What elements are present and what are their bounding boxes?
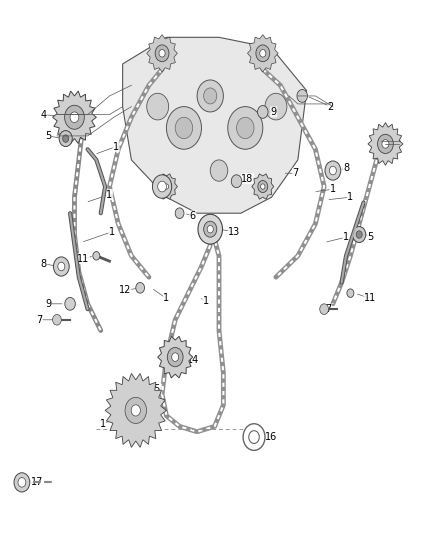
Polygon shape [247, 35, 278, 72]
Text: 15: 15 [149, 384, 162, 394]
Circle shape [172, 353, 179, 361]
Circle shape [155, 45, 169, 62]
Text: 7: 7 [325, 304, 332, 314]
Circle shape [125, 398, 146, 423]
Circle shape [297, 90, 307, 102]
Text: 11: 11 [364, 294, 376, 303]
Circle shape [258, 181, 268, 192]
Circle shape [164, 184, 169, 189]
Text: 11: 11 [77, 254, 89, 263]
Polygon shape [105, 374, 166, 447]
Circle shape [378, 134, 393, 154]
Circle shape [53, 314, 61, 325]
Text: 5: 5 [367, 232, 373, 242]
Text: 2: 2 [328, 102, 334, 111]
Text: 5: 5 [45, 131, 51, 141]
Polygon shape [158, 336, 193, 378]
Text: 4: 4 [41, 110, 47, 119]
Circle shape [167, 348, 183, 367]
Text: 18: 18 [241, 174, 254, 183]
Text: 1: 1 [113, 142, 119, 151]
Text: 13: 13 [228, 227, 240, 237]
Circle shape [261, 184, 265, 189]
Text: 16: 16 [265, 432, 278, 442]
Circle shape [175, 208, 184, 219]
Circle shape [197, 80, 223, 112]
Circle shape [353, 227, 366, 243]
Circle shape [260, 50, 266, 57]
Circle shape [356, 231, 362, 238]
Circle shape [228, 107, 263, 149]
Text: 10: 10 [390, 139, 403, 149]
Circle shape [204, 88, 217, 104]
Circle shape [53, 257, 69, 276]
Text: 1: 1 [100, 419, 106, 429]
Text: 1: 1 [106, 190, 113, 199]
Circle shape [265, 93, 287, 120]
Circle shape [243, 424, 265, 450]
Circle shape [258, 106, 268, 118]
Circle shape [59, 131, 72, 147]
Polygon shape [252, 174, 274, 199]
Text: 1: 1 [347, 192, 353, 202]
Circle shape [58, 262, 65, 271]
Text: 17: 17 [31, 478, 43, 487]
Text: 7: 7 [36, 315, 42, 325]
Circle shape [329, 166, 336, 175]
Text: 1: 1 [203, 296, 209, 306]
Polygon shape [155, 174, 177, 199]
Text: 9: 9 [45, 299, 51, 309]
Text: 8: 8 [41, 259, 47, 269]
Circle shape [70, 112, 79, 123]
Text: 1: 1 [163, 294, 170, 303]
Text: 12: 12 [119, 286, 131, 295]
Circle shape [63, 135, 69, 142]
Text: 7: 7 [293, 168, 299, 178]
Circle shape [93, 252, 100, 260]
Polygon shape [368, 123, 403, 165]
Polygon shape [123, 37, 307, 213]
Circle shape [249, 431, 259, 443]
Text: 1: 1 [343, 232, 349, 242]
Circle shape [198, 214, 223, 244]
Circle shape [65, 297, 75, 310]
Text: 8: 8 [343, 163, 349, 173]
Circle shape [382, 140, 389, 148]
Circle shape [18, 478, 26, 487]
Text: 1: 1 [330, 184, 336, 194]
Circle shape [207, 225, 213, 233]
Circle shape [166, 107, 201, 149]
Circle shape [175, 117, 193, 139]
Circle shape [131, 405, 140, 416]
Circle shape [65, 106, 84, 130]
Text: 3: 3 [163, 184, 170, 194]
Circle shape [204, 221, 217, 237]
Circle shape [136, 282, 145, 293]
Circle shape [320, 304, 328, 314]
Circle shape [162, 181, 171, 192]
Circle shape [347, 289, 354, 297]
Circle shape [210, 160, 228, 181]
Circle shape [256, 45, 270, 62]
Circle shape [152, 175, 172, 198]
Circle shape [147, 93, 169, 120]
Text: 6: 6 [190, 211, 196, 221]
Circle shape [158, 181, 166, 192]
Circle shape [231, 175, 242, 188]
Text: 9: 9 [271, 107, 277, 117]
Polygon shape [53, 91, 96, 143]
Circle shape [14, 473, 30, 492]
Circle shape [325, 161, 341, 180]
Circle shape [159, 50, 165, 57]
Polygon shape [147, 35, 177, 72]
Text: 1: 1 [109, 227, 115, 237]
Text: 14: 14 [187, 355, 199, 365]
Circle shape [237, 117, 254, 139]
